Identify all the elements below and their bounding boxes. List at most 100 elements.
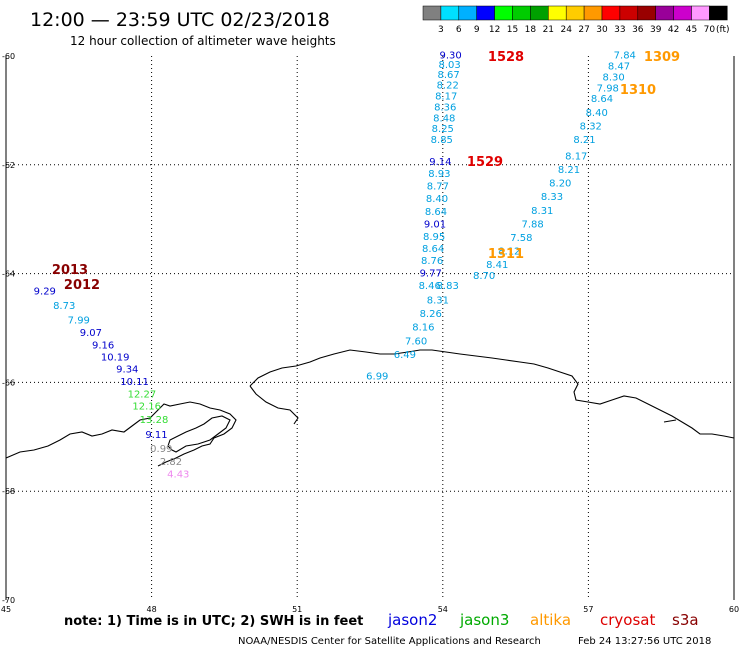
wave-height-value: 8.31 [531, 206, 553, 217]
wave-height-value: 8.77 [427, 181, 449, 192]
wave-height-value: 2.82 [160, 457, 182, 468]
wave-height-value: 0.99 [150, 444, 172, 455]
wave-height-value: 8.41 [486, 260, 508, 271]
wave-height-value: 8.73 [53, 301, 75, 312]
wave-height-value: 8.70 [473, 271, 495, 282]
lat-label: -64 [2, 270, 15, 279]
legend-cryosat: cryosat [600, 611, 655, 629]
colorbar-tick: 33 [614, 25, 625, 35]
credit-line: NOAA/NESDIS Center for Satellite Applica… [238, 636, 541, 647]
legend-altika: altika [530, 611, 571, 629]
colorbar-tick: 45 [686, 25, 697, 35]
wave-height-value: 8.31 [427, 296, 449, 307]
timestamp: Feb 24 13:27:56 UTC 2018 [578, 636, 711, 647]
colorbar-tick: 15 [507, 25, 518, 35]
colorbar-swatch [655, 5, 674, 21]
colorbar-swatch [422, 5, 442, 21]
wave-height-value: 9.01 [424, 219, 446, 230]
colorbar-swatch [673, 5, 692, 21]
wave-height-value: 6.49 [394, 350, 416, 361]
lat-label: -66 [2, 378, 15, 387]
wave-height-value: 7.58 [510, 233, 532, 244]
colorbar-tick: 18 [525, 25, 537, 35]
colorbar-tick: 12 [489, 25, 500, 35]
wave-height-value: 8.20 [549, 179, 571, 190]
wave-height-value: 7.88 [521, 219, 543, 230]
lat-label: -70 [2, 596, 15, 605]
wave-height-value: 4.43 [167, 470, 189, 481]
wave-height-value: 9.16 [92, 341, 114, 352]
lon-label: 60 [729, 605, 739, 614]
colorbar-swatch [601, 5, 621, 21]
wave-height-value: 8.95 [423, 232, 445, 243]
wave-height-value: 8.67 [437, 70, 459, 81]
wave-height-value: 13.28 [140, 415, 169, 426]
wave-height-value: 8.48 [433, 113, 455, 124]
track-1528-label: 1528 [488, 50, 524, 65]
map-subtitle: 12 hour collection of altimeter wave hei… [70, 34, 336, 48]
colorbar-tick: 27 [578, 25, 589, 35]
colorbar-swatch [565, 5, 585, 21]
lon-label: 57 [583, 605, 593, 614]
map-title: 12:00 — 23:59 UTC 02/23/2018 [30, 9, 330, 31]
wave-height-value: 7.98 [597, 83, 619, 94]
track-1309-label: 1309 [644, 50, 680, 65]
wave-height-value: 8.40 [586, 108, 608, 119]
legend-jason2: jason2 [387, 611, 437, 629]
wave-height-value: 8.21 [573, 135, 595, 146]
colorbar-swatch [637, 5, 656, 21]
wave-height-value: 8.40 [426, 194, 448, 205]
wave-height-value: 8.85 [431, 135, 453, 146]
wave-height-value: 9.07 [80, 328, 102, 339]
wave-height-value: 9.11 [145, 430, 167, 441]
wave-height-value: 8.47 [608, 62, 630, 73]
colorbar-swatch [691, 5, 710, 21]
satellite-legend: jason2 jason3 altika cryosat s3a [387, 611, 699, 629]
lon-label: 51 [292, 605, 302, 614]
wave-height-value: 8.33 [541, 192, 563, 203]
colorbar-tick: 39 [650, 25, 662, 35]
colorbar-tick: 42 [668, 25, 679, 35]
wave-height-value: 9.14 [429, 157, 451, 168]
track-1529-label: 1529 [467, 155, 503, 170]
footer-note: note: 1) Time is in UTC; 2) SWH is in fe… [64, 614, 363, 629]
wave-height-colorbar: 3 6 9 12 15 18 21 24 27 30 33 36 39 42 45 70 [422, 5, 728, 35]
legend-s3a: s3a [672, 611, 699, 629]
wave-height-value: 8.32 [580, 121, 602, 132]
wave-height-value: 7.60 [405, 336, 427, 347]
wave-height-value: 8.16 [412, 323, 434, 334]
wave-height-value: 8.46 [419, 281, 441, 292]
lon-label: 54 [438, 605, 448, 614]
wave-height-value: 8.12 [498, 247, 520, 258]
wave-height-value: 8.93 [428, 169, 450, 180]
colorbar-tick: 24 [560, 25, 572, 35]
colorbar-swatch [619, 5, 639, 21]
colorbar-tick: 30 [596, 25, 608, 35]
colorbar-swatch [440, 5, 460, 21]
colorbar-tick: 9 [474, 25, 480, 35]
wave-height-value: 8.03 [438, 60, 460, 71]
colorbar-swatch [709, 5, 728, 21]
wave-height-value: 8.17 [565, 151, 587, 162]
wave-height-value: 8.26 [420, 309, 442, 320]
track-1311-label: 1311 [488, 247, 524, 262]
colorbar-swatch [530, 5, 549, 21]
wave-height-value: 8.36 [434, 102, 456, 113]
coastline [5, 349, 735, 467]
wave-height-value: 9.34 [116, 365, 138, 376]
wave-height-value: 9.29 [34, 286, 56, 297]
wave-height-value: 8.76 [421, 256, 443, 267]
colorbar-swatch [458, 5, 477, 21]
wave-height-value: 9.77 [420, 268, 442, 279]
wave-height-value: 7.99 [68, 316, 90, 327]
colorbar-swatch [476, 5, 495, 21]
lon-label: 48 [147, 605, 157, 614]
track-2013-label: 2013 [52, 263, 88, 278]
colorbar-tick: 21 [543, 25, 554, 35]
wave-height-value: 8.22 [437, 81, 459, 92]
colorbar-tick: 70 [704, 25, 716, 35]
wave-height-value: 6.99 [366, 372, 388, 383]
